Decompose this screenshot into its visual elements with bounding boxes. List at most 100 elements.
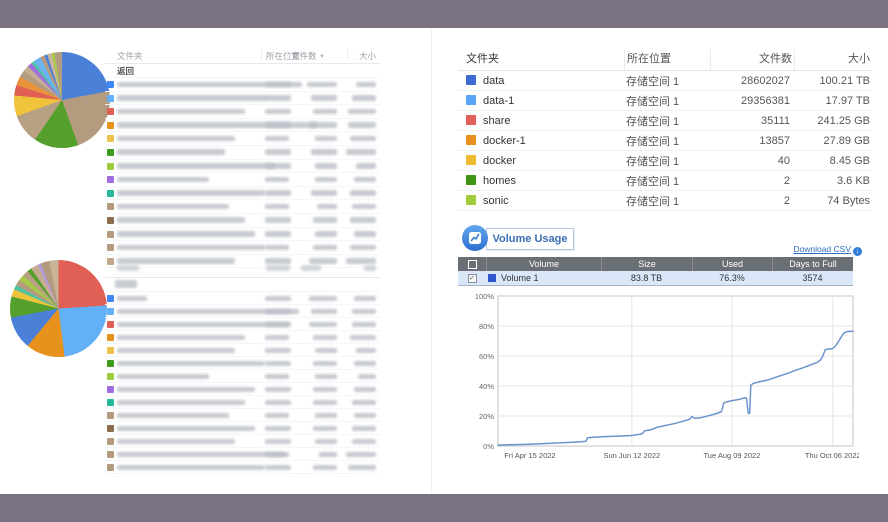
table-row[interactable]: sonic 存储空间 1 2 74 Bytes <box>458 191 872 211</box>
back-row[interactable]: 返回 <box>105 64 380 78</box>
table-row[interactable] <box>105 214 380 228</box>
table-row[interactable] <box>105 92 380 106</box>
col-count[interactable]: 文件数 <box>710 48 794 70</box>
table-row[interactable] <box>105 396 380 409</box>
back-row-blurred[interactable] <box>105 278 380 292</box>
table-row[interactable] <box>105 241 380 255</box>
table-row[interactable] <box>105 318 380 331</box>
table-row[interactable] <box>105 228 380 242</box>
table-row[interactable]: docker-1 存储空间 1 13857 27.89 GB <box>458 131 872 151</box>
redacted-count <box>313 334 337 340</box>
redacted-folder-name <box>117 373 209 379</box>
folder-name-cell: homes <box>458 174 624 187</box>
redacted-size <box>350 217 376 223</box>
redacted-size <box>354 176 376 183</box>
col-count-sorted[interactable]: 文件数 ▼ <box>291 51 325 61</box>
select-all-cell[interactable] <box>458 257 486 271</box>
table-row[interactable] <box>105 409 380 422</box>
table-row[interactable] <box>105 435 380 448</box>
table-row[interactable]: share 存储空间 1 35111 241.25 GB <box>458 111 872 131</box>
redacted-folder-name <box>117 295 147 301</box>
redacted-location <box>265 258 291 264</box>
folder-swatch <box>107 464 114 471</box>
redacted-location <box>265 425 291 431</box>
redacted-size <box>348 464 376 470</box>
redacted-location <box>265 464 291 470</box>
col-size[interactable]: Size <box>601 257 692 271</box>
table-row[interactable] <box>105 187 380 201</box>
table-row[interactable] <box>105 160 380 174</box>
folder-location-cell: 存储空间 1 <box>626 135 680 148</box>
table-body <box>105 292 380 474</box>
row-checkbox-checked[interactable]: ✓ <box>467 274 477 284</box>
table-row[interactable] <box>105 422 380 435</box>
redacted-folder-name <box>117 176 209 183</box>
usage-line-chart: 0% 20% 40% 60% 80% 100% Fri Apr 15 2022 Sun Jun… <box>455 290 861 475</box>
folder-swatch <box>107 135 114 143</box>
table-row[interactable] <box>105 105 380 119</box>
table-row[interactable] <box>105 255 380 269</box>
folder-swatch <box>107 412 114 419</box>
download-csv[interactable]: Download CSV ↓ <box>770 244 862 256</box>
redacted-folder-name <box>117 321 289 327</box>
col-location[interactable]: 所在位置 <box>266 51 301 61</box>
redacted-count <box>315 347 337 353</box>
redacted-location <box>265 95 291 101</box>
table-row[interactable]: docker 存储空间 1 40 8.45 GB <box>458 151 872 171</box>
table-row[interactable] <box>105 370 380 383</box>
table-row[interactable] <box>105 383 380 396</box>
table-row[interactable] <box>105 200 380 214</box>
col-location[interactable]: 所在位置 <box>624 48 710 70</box>
table-row[interactable] <box>105 119 380 133</box>
redacted-size <box>346 149 376 155</box>
col-used[interactable]: Used <box>692 257 772 271</box>
table-row[interactable] <box>105 305 380 318</box>
folder-location-cell: 存储空间 1 <box>626 115 680 128</box>
col-folder[interactable]: 文件夹 <box>117 51 143 61</box>
col-folder[interactable]: 文件夹 <box>466 52 499 65</box>
col-days-to-full[interactable]: Days to Full <box>772 257 853 271</box>
col-size[interactable]: 大小 <box>794 48 872 70</box>
folder-swatch <box>466 74 476 85</box>
table-row[interactable] <box>105 461 380 474</box>
redacted-size <box>354 231 376 237</box>
y-tick-label: 80% <box>479 322 494 331</box>
redacted-size <box>348 108 376 115</box>
table-row[interactable] <box>105 173 380 187</box>
table-row[interactable]: data 存储空间 1 28602027 100.21 TB <box>458 71 872 91</box>
select-all-checkbox[interactable] <box>467 260 477 270</box>
table-row[interactable] <box>105 344 380 357</box>
table-row[interactable] <box>105 132 380 146</box>
folder-swatch <box>466 154 476 165</box>
redacted-location <box>265 203 289 210</box>
panel-divider <box>431 28 432 494</box>
redacted-count <box>315 438 337 444</box>
redacted-location <box>265 347 291 353</box>
volume-row[interactable]: ✓ Volume 1 83.8 TB 76.3% 3574 <box>458 271 853 286</box>
report-canvas: 文件夹 所在位置 文件数 ▼ 大小 返回 文件夹 所在位置 文件数 大小 <box>0 28 888 494</box>
redacted-folder-name <box>117 122 317 128</box>
redacted-location <box>265 412 289 418</box>
redacted-count <box>309 122 337 128</box>
redacted-folder-name <box>117 190 265 196</box>
col-volume[interactable]: Volume <box>486 257 601 271</box>
sort-desc-icon: ▼ <box>318 54 325 60</box>
redacted-size <box>352 425 376 431</box>
redacted-size <box>352 308 376 314</box>
table-row[interactable] <box>105 448 380 461</box>
folder-swatch <box>107 203 114 211</box>
download-csv-link[interactable]: Download CSV <box>793 244 851 254</box>
table-row[interactable] <box>105 292 380 305</box>
col-size[interactable]: 大小 <box>358 51 376 61</box>
table-row[interactable]: data-1 存储空间 1 29356381 17.97 TB <box>458 91 872 111</box>
redacted-count <box>309 295 337 301</box>
redacted-count <box>313 464 337 470</box>
table-row[interactable] <box>105 146 380 160</box>
row-checkbox-cell[interactable]: ✓ <box>458 271 486 285</box>
download-icon[interactable]: ↓ <box>853 247 862 256</box>
table-row[interactable]: homes 存储空间 1 2 3.6 KB <box>458 171 872 191</box>
table-header: 文件夹 所在位置 文件数 大小 <box>458 48 872 71</box>
table-row[interactable] <box>105 357 380 370</box>
table-row[interactable] <box>105 331 380 344</box>
table-row[interactable] <box>105 78 380 92</box>
